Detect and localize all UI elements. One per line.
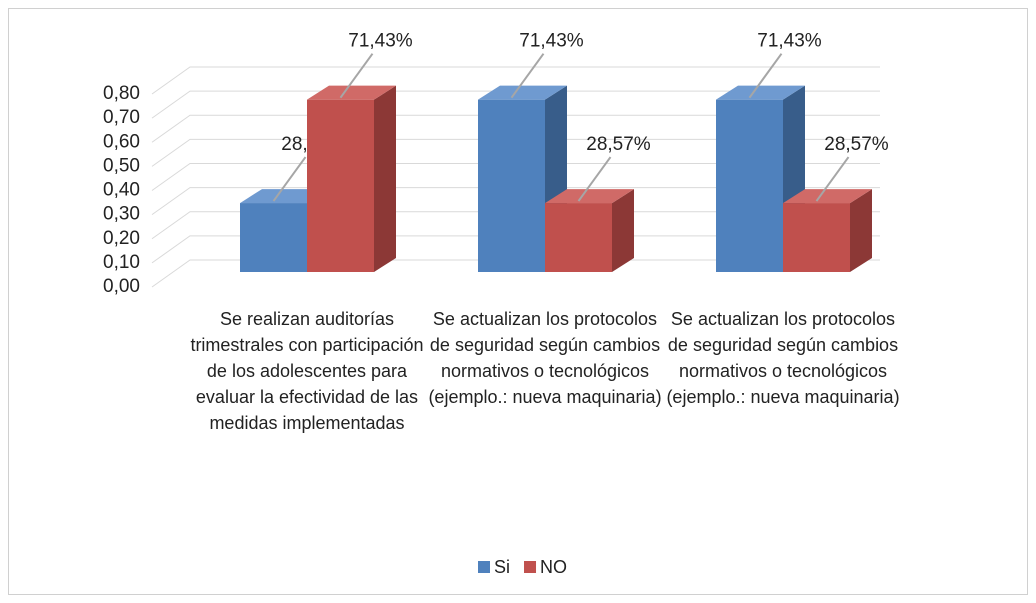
bar-top [307,85,396,100]
leader-line [748,53,783,99]
bar [783,203,850,272]
legend-swatch [524,561,537,573]
grid-line [151,90,880,119]
leader-line [339,53,374,99]
bar-top [240,189,329,204]
legend-label: Si [494,557,510,577]
bar-side [612,189,634,272]
x-tick-label: Se realizan auditorías trimestrales con … [190,309,424,433]
bar [545,203,612,272]
grid-line [151,138,880,167]
value-label: 71,43% [348,31,413,52]
value-label: 28,57% [586,134,651,155]
y-tick-label: 0,30 [103,204,140,225]
grid-line [151,187,880,216]
y-tick-label: 0,00 [103,276,140,297]
bar [478,99,545,272]
bar-top [716,85,805,100]
bar-side [850,189,872,272]
bar-top [783,189,872,204]
value-label: 28,57% [824,134,889,155]
y-tick-label: 0,40 [103,180,140,201]
y-tick-label: 0,10 [103,252,140,273]
leader-line [577,156,612,202]
x-tick-label: Se actualizan los protocolos de segurida… [666,309,900,407]
y-tick-label: 0,20 [103,228,140,249]
leader-line [510,53,545,99]
bar-top [545,189,634,204]
legend-swatch [478,561,490,573]
grid-line [151,211,880,240]
leader-line [272,156,307,202]
y-tick-label: 0,50 [103,155,140,176]
grid-line [151,66,880,95]
leader-line [815,156,850,202]
bar [716,99,783,272]
value-label: 71,43% [519,31,584,52]
grid-line [151,114,880,143]
legend-label: NO [540,557,567,577]
x-tick-label: Se actualizan los protocolos de segurida… [428,309,662,407]
value-label: 71,43% [757,31,822,52]
bar [307,99,374,272]
y-tick-label: 0,70 [103,107,140,128]
grid-line [151,163,880,191]
grid-line [151,235,880,264]
bar [240,203,307,272]
bar-top [478,85,567,100]
y-tick-label: 0,80 [103,83,140,104]
y-tick-label: 0,60 [103,131,140,152]
grid-line [151,259,880,288]
bar-side [374,85,396,272]
